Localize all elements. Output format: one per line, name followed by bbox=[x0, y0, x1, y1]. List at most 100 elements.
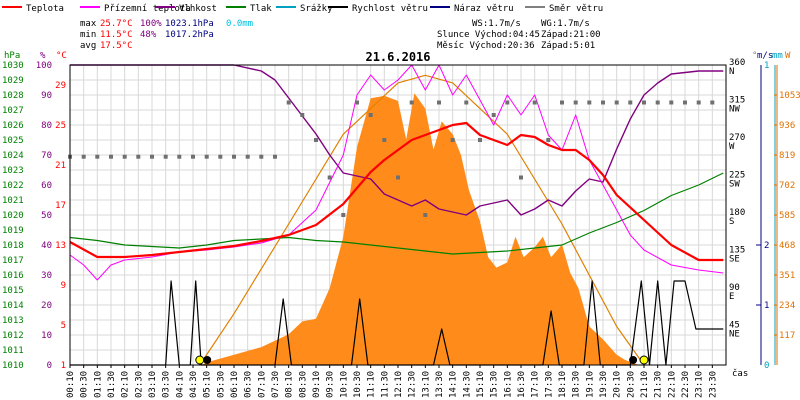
w-tick-label: 117 bbox=[779, 331, 795, 341]
wind-direction-point bbox=[163, 154, 168, 159]
press-tick-label: 1010 bbox=[2, 361, 24, 371]
series-teplota bbox=[69, 121, 724, 262]
x-tick-label: 06:10 bbox=[230, 371, 240, 398]
stat-min-temp: 11.5°C bbox=[100, 30, 133, 40]
wind-direction-point bbox=[314, 138, 318, 142]
info-wg: WG:1.7m/s bbox=[541, 19, 590, 29]
press-tick-label: 1030 bbox=[2, 61, 24, 71]
press-tick-label: 1015 bbox=[2, 286, 24, 296]
temp-tick-label: 25 bbox=[55, 121, 66, 131]
series-vlhkost bbox=[70, 64, 724, 216]
mm-unit: mm bbox=[772, 51, 783, 61]
dir-tick-deg: 225 bbox=[729, 171, 745, 181]
wind-direction-point bbox=[423, 213, 428, 217]
press-tick-label: 1011 bbox=[2, 346, 24, 356]
hum-tick-label: 90 bbox=[41, 91, 52, 101]
dir-tick-deg: 180 bbox=[729, 208, 745, 218]
wind-direction-point bbox=[396, 175, 400, 180]
legend-vlhkost: Vlhkost bbox=[179, 4, 217, 14]
stat-max-label: max bbox=[80, 19, 97, 29]
hum-tick-label: 80 bbox=[41, 121, 52, 131]
wind-direction-point bbox=[655, 100, 660, 105]
hum-tick-label: 70 bbox=[41, 151, 52, 161]
wind-direction-point bbox=[642, 100, 646, 105]
press-tick-label: 1022 bbox=[2, 181, 24, 191]
wind-direction-point bbox=[601, 100, 605, 105]
wind-direction-point bbox=[710, 100, 715, 105]
x-tick-label: 21:30 bbox=[654, 371, 664, 398]
x-tick-label: 15:30 bbox=[490, 371, 500, 398]
dir-tick-name: S bbox=[729, 217, 734, 227]
w-tick-label: 702 bbox=[779, 181, 795, 191]
x-tick-label: 07:30 bbox=[271, 371, 281, 398]
legend-prizemni: Přízemní teplota bbox=[104, 4, 191, 14]
x-tick-label: 15:10 bbox=[476, 371, 486, 398]
x-tick-label: 08:10 bbox=[285, 371, 295, 398]
series-rychlost bbox=[70, 280, 724, 366]
hum-tick-label: 60 bbox=[41, 181, 52, 191]
info-sun-rise: Slunce Východ:04:45 bbox=[437, 30, 540, 40]
stat-max-press: 1023.1hPa bbox=[165, 19, 214, 29]
wind-direction-point bbox=[122, 154, 127, 159]
press-tick-label: 1028 bbox=[2, 91, 24, 101]
legend-tlak: Tlak bbox=[250, 4, 272, 14]
x-tick-label: 04:30 bbox=[189, 371, 199, 398]
wind-direction-point bbox=[560, 100, 564, 105]
x-tick-label: 02:10 bbox=[121, 371, 131, 398]
wind-direction-point bbox=[505, 100, 510, 105]
wind-direction-point bbox=[669, 100, 674, 105]
dir-tick-name: W bbox=[729, 142, 735, 152]
x-tick-label: 01:10 bbox=[93, 371, 103, 398]
legend-teplota: Teplota bbox=[26, 4, 64, 14]
x-tick-label: 00:30 bbox=[80, 371, 90, 398]
stat-max-rain: 0.0mm bbox=[226, 19, 253, 29]
wind-direction-point bbox=[204, 154, 209, 159]
wind-direction-point bbox=[273, 154, 277, 159]
x-tick-label: 20:10 bbox=[613, 371, 623, 398]
x-tick-label: 18:30 bbox=[572, 371, 582, 398]
stat-avg-temp: 17.5°C bbox=[100, 41, 133, 51]
series-tlak bbox=[69, 172, 724, 255]
wind-direction-point bbox=[628, 100, 633, 105]
hum-tick-label: 10 bbox=[41, 331, 52, 341]
hum-unit: % bbox=[40, 51, 46, 61]
wind-direction-point bbox=[437, 100, 441, 105]
wind-direction-point bbox=[218, 154, 223, 159]
stats: max 25.7°C 100% 1023.1hPa 0.0mm min 11.5… bbox=[80, 19, 253, 51]
press-tick-label: 1014 bbox=[2, 301, 24, 311]
x-tick-label: 14:10 bbox=[449, 371, 459, 398]
x-tick-label: 20:30 bbox=[626, 371, 636, 398]
dir-tick-deg: 315 bbox=[729, 96, 745, 106]
stat-min-label: min bbox=[80, 30, 96, 40]
x-tick-label: 09:10 bbox=[312, 371, 322, 398]
wind-direction-point bbox=[177, 154, 182, 159]
dir-tick-name: SW bbox=[729, 180, 740, 190]
ms-unit: m/s bbox=[757, 51, 773, 61]
wind-direction-point bbox=[450, 138, 455, 142]
sun-position-line bbox=[199, 74, 645, 366]
hum-tick-label: 40 bbox=[41, 241, 52, 251]
dir-tick-name: NW bbox=[729, 105, 740, 115]
temp-tick-label: 21 bbox=[55, 161, 66, 171]
wind-direction-point bbox=[614, 100, 619, 105]
x-tick-label: 16:30 bbox=[517, 371, 527, 398]
x-tick-label: 10:30 bbox=[353, 371, 363, 398]
wind-direction-point bbox=[300, 113, 305, 117]
wind-direction-point bbox=[109, 154, 113, 159]
mm-tick-label: 0 bbox=[764, 361, 769, 371]
x-tick-label: 01:30 bbox=[107, 371, 117, 398]
x-tick-label: 19:10 bbox=[585, 371, 595, 398]
stat-max-temp: 25.7°C bbox=[100, 19, 133, 29]
dir-tick-deg: 360 bbox=[729, 58, 745, 68]
wind-direction-point bbox=[464, 100, 469, 105]
w-tick-label: 468 bbox=[779, 241, 795, 251]
wind-direction-point bbox=[532, 100, 537, 105]
temp-tick-label: 5 bbox=[61, 321, 66, 331]
press-tick-label: 1025 bbox=[2, 136, 24, 146]
x-tick-label: 05:10 bbox=[203, 371, 213, 398]
press-tick-label: 1029 bbox=[2, 76, 24, 86]
wind-direction-point bbox=[478, 138, 482, 142]
x-tick-label: 02:30 bbox=[134, 371, 144, 398]
stat-min-press: 1017.2hPa bbox=[165, 30, 214, 40]
wind-direction-point bbox=[341, 213, 346, 217]
